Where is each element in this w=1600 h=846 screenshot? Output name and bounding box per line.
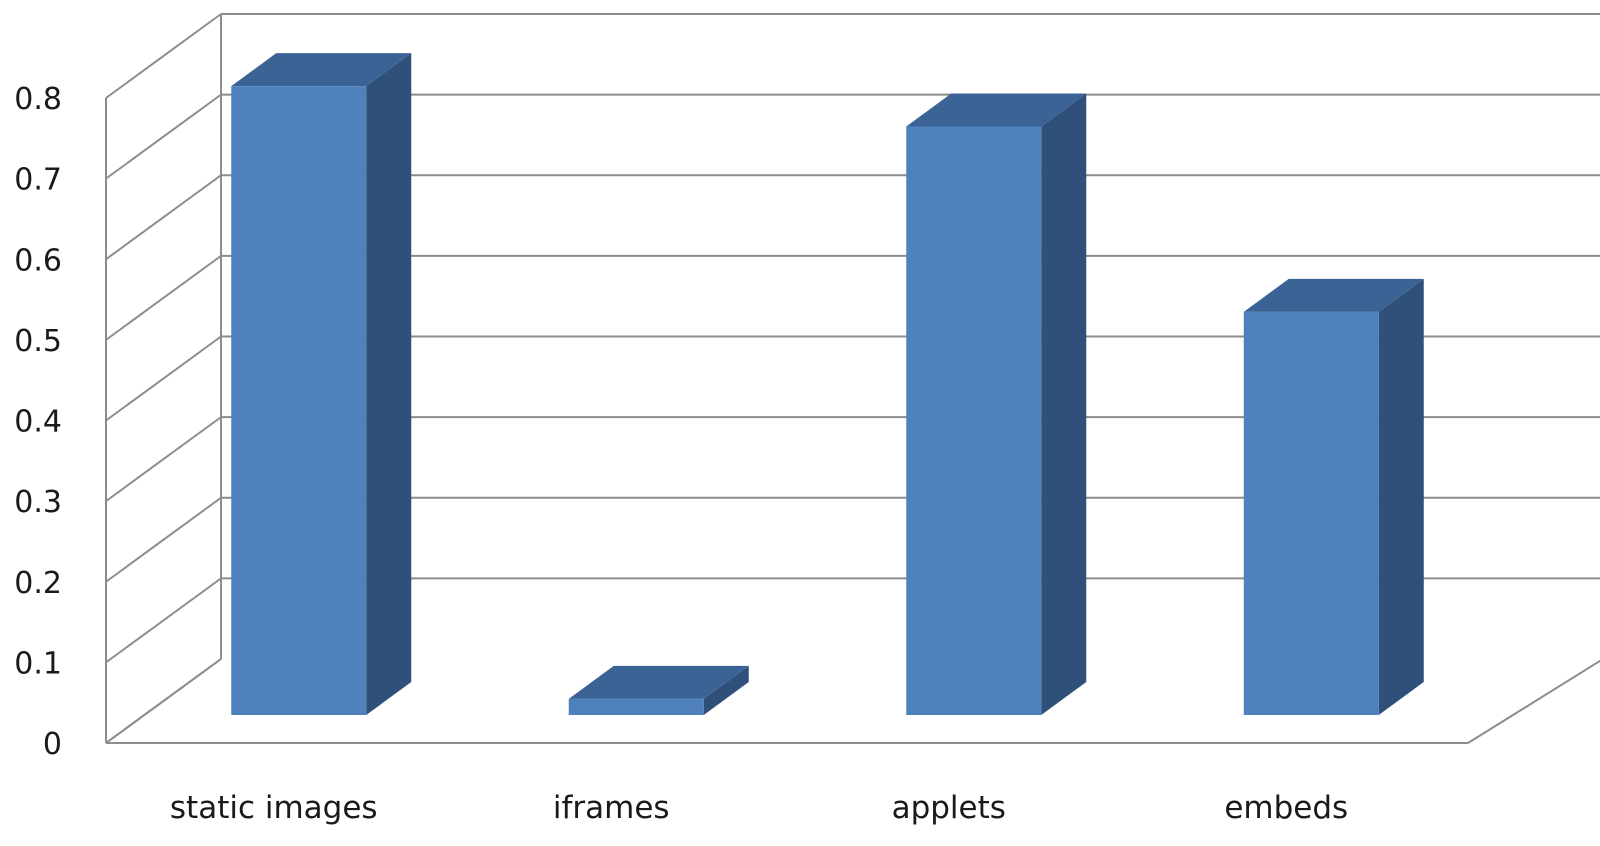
y-tick-label: 0.3 bbox=[14, 485, 62, 520]
bar-front-face bbox=[568, 698, 704, 715]
bar-side-face bbox=[703, 665, 749, 715]
y-tick-label: 0.8 bbox=[14, 82, 62, 117]
bar-top-face bbox=[568, 665, 749, 699]
y-tick-label: 0.1 bbox=[14, 646, 62, 681]
bar-top-face bbox=[231, 53, 412, 87]
bar-side-face bbox=[1041, 93, 1087, 715]
x-category-label: applets bbox=[892, 790, 1006, 826]
y-tick-label: 0.7 bbox=[14, 163, 62, 198]
bar-front-face bbox=[1243, 311, 1379, 715]
bar-applets bbox=[906, 93, 1087, 715]
side-wall-gridline bbox=[105, 335, 222, 422]
x-category-label: static images bbox=[170, 790, 378, 826]
side-wall-gridline bbox=[105, 416, 222, 502]
bar-front-face bbox=[906, 126, 1042, 715]
floor-right-edge bbox=[1467, 659, 1600, 744]
x-category-label: iframes bbox=[553, 790, 670, 826]
y-tick-label: 0.6 bbox=[14, 243, 62, 278]
x-category-label: embeds bbox=[1224, 790, 1348, 826]
bar-side-face bbox=[366, 53, 412, 715]
floor-left-edge bbox=[105, 658, 222, 744]
bar-top-face bbox=[906, 93, 1087, 127]
side-wall-gridline bbox=[105, 174, 222, 261]
bar-top-face bbox=[1243, 278, 1424, 312]
side-wall-gridline bbox=[105, 577, 222, 664]
y-tick-label: 0.5 bbox=[14, 324, 62, 359]
bars bbox=[231, 53, 1424, 715]
y-tick-label: 0.2 bbox=[14, 566, 62, 601]
side-wall-gridline bbox=[105, 255, 222, 341]
y-axis-tick-labels: 0 0.1 0.2 0.3 0.4 0.5 0.6 0.7 0.8 bbox=[14, 82, 62, 762]
side-wall-gridline bbox=[105, 93, 222, 180]
bar-static-images bbox=[231, 53, 412, 715]
x-axis-category-labels: static images iframes applets embeds bbox=[170, 790, 1348, 826]
bar-front-face bbox=[231, 86, 367, 715]
side-wall-gridline bbox=[105, 13, 222, 99]
bar-iframes bbox=[568, 665, 749, 715]
side-wall-gridline bbox=[105, 496, 222, 583]
y-tick-label: 0.4 bbox=[14, 405, 62, 440]
bar-side-face bbox=[1378, 278, 1424, 715]
y-tick-label: 0 bbox=[43, 727, 62, 762]
bar-embeds bbox=[1243, 278, 1424, 715]
